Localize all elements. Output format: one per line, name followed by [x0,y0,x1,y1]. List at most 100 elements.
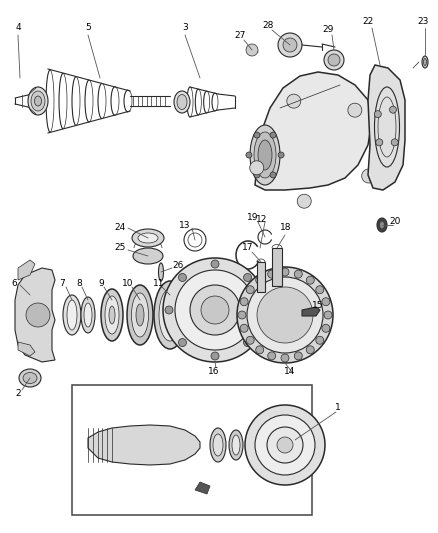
Circle shape [254,172,260,178]
Circle shape [348,103,362,117]
Circle shape [257,287,313,343]
Circle shape [256,346,264,354]
Text: 18: 18 [280,223,292,232]
Text: 15: 15 [312,301,324,310]
Text: 25: 25 [114,244,126,253]
Bar [272,248,282,286]
Ellipse shape [232,435,240,455]
Ellipse shape [159,263,163,281]
Circle shape [374,111,381,118]
Circle shape [250,161,264,175]
Text: 1: 1 [335,403,341,413]
Circle shape [245,405,325,485]
Ellipse shape [177,94,187,109]
Circle shape [278,152,284,158]
Text: 26: 26 [172,261,184,270]
Circle shape [281,268,289,276]
Ellipse shape [84,303,92,327]
Text: 13: 13 [179,221,191,230]
Circle shape [376,139,383,146]
Circle shape [283,38,297,52]
Circle shape [268,352,276,360]
Circle shape [294,352,302,360]
Circle shape [316,336,324,344]
Circle shape [257,306,265,314]
Ellipse shape [229,430,243,460]
Ellipse shape [131,293,148,337]
Polygon shape [15,268,55,362]
Circle shape [246,336,254,344]
Circle shape [240,298,248,306]
Circle shape [254,132,260,138]
Text: 5: 5 [85,23,91,33]
Ellipse shape [164,299,176,331]
Ellipse shape [210,428,226,462]
Ellipse shape [19,369,41,387]
Circle shape [294,270,302,278]
Circle shape [178,338,187,346]
Text: 3: 3 [182,23,188,33]
Circle shape [287,94,301,108]
Ellipse shape [67,300,77,330]
Circle shape [281,354,289,362]
Ellipse shape [35,96,42,106]
Ellipse shape [31,91,45,111]
Ellipse shape [246,431,258,459]
Circle shape [237,267,333,363]
Ellipse shape [23,373,37,384]
Circle shape [163,258,267,362]
Circle shape [211,352,219,360]
Text: 4: 4 [15,23,21,33]
Circle shape [238,311,246,319]
Text: 11: 11 [153,279,165,287]
Text: 8: 8 [76,279,82,287]
Ellipse shape [101,289,123,341]
Ellipse shape [63,295,81,335]
Circle shape [267,427,303,463]
Text: 10: 10 [122,279,134,287]
Circle shape [246,44,258,56]
Text: 27: 27 [234,30,246,39]
Polygon shape [18,260,35,280]
Circle shape [328,54,340,66]
Text: 23: 23 [417,18,429,27]
Ellipse shape [424,59,427,66]
Circle shape [211,260,219,268]
Text: 9: 9 [98,279,104,287]
Text: 14: 14 [284,367,296,376]
Text: 29: 29 [322,26,334,35]
Circle shape [244,338,251,346]
Ellipse shape [138,233,158,243]
Circle shape [244,273,251,281]
Ellipse shape [258,140,272,170]
Circle shape [389,106,396,113]
Polygon shape [18,342,35,356]
Ellipse shape [136,304,144,326]
Text: 2: 2 [15,389,21,398]
Ellipse shape [254,132,276,178]
Polygon shape [88,425,200,465]
Circle shape [270,172,276,178]
Ellipse shape [127,285,153,345]
Ellipse shape [133,248,163,264]
Circle shape [247,277,323,353]
Circle shape [165,306,173,314]
Circle shape [178,273,187,281]
Circle shape [277,437,293,453]
Ellipse shape [377,218,387,232]
Ellipse shape [250,125,280,185]
Polygon shape [255,72,372,190]
Circle shape [322,298,330,306]
Text: 24: 24 [114,223,126,232]
Polygon shape [195,482,210,494]
Ellipse shape [132,229,164,247]
Ellipse shape [422,56,428,68]
Ellipse shape [109,306,115,324]
Ellipse shape [379,221,385,229]
Circle shape [322,324,330,332]
Circle shape [256,276,264,284]
Text: 7: 7 [59,279,65,287]
Circle shape [201,296,229,324]
Circle shape [240,324,248,332]
Text: 17: 17 [242,244,254,253]
